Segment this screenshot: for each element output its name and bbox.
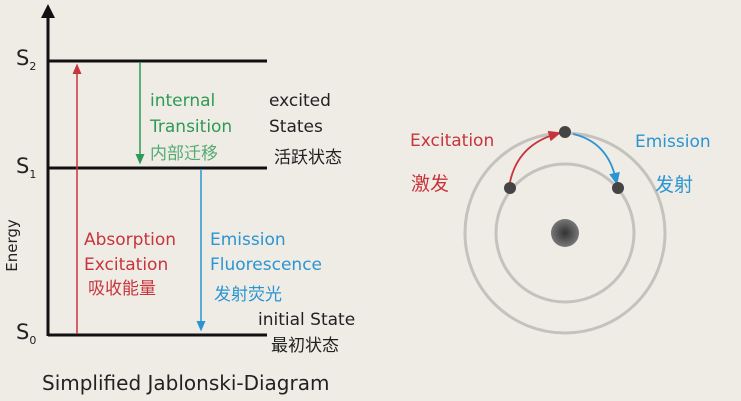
absorption-label-cn: 吸收能量	[88, 279, 156, 299]
inner-orbit	[494, 162, 636, 304]
excited-label-2: States	[269, 117, 323, 137]
internal-label-cn: 内部迁移	[150, 144, 218, 164]
emission-label-1: Emission	[210, 230, 286, 250]
electron-right	[612, 182, 624, 194]
atom-emission-label: Emission	[635, 132, 711, 152]
atom-emission-label-cn: 发射	[655, 174, 694, 196]
nucleus	[551, 219, 579, 247]
emission-label-cn: 发射荧光	[214, 285, 282, 305]
excitation-arc-arrow	[509, 130, 562, 183]
initial-state-label: initial State	[258, 310, 356, 330]
emission-label-2: Fluorescence	[210, 255, 322, 275]
absorption-label-1: Absorption	[84, 230, 177, 250]
label-s0: S0	[16, 320, 37, 348]
electron-excited	[559, 126, 571, 138]
axis-arrowhead	[41, 4, 55, 18]
diagram-title: Simplified Jablonski-Diagram	[42, 371, 330, 395]
label-s1: S1	[16, 154, 37, 182]
electron-left	[504, 182, 516, 194]
energy-axis-label: Energy	[2, 219, 21, 272]
internal-label-1: internal	[150, 91, 216, 111]
atom-excitation-label: Excitation	[410, 131, 495, 151]
emission-arc-arrow	[572, 133, 620, 186]
absorption-label-2: Excitation	[84, 255, 169, 275]
internal-label-2: Transition	[150, 117, 233, 137]
label-s2: S2	[16, 46, 37, 74]
initial-state-label-cn: 最初状态	[271, 336, 339, 356]
excited-label-1: excited	[269, 91, 331, 111]
excited-label-cn: 活跃状态	[274, 148, 342, 168]
atom-excitation-label-cn: 激发	[411, 173, 450, 195]
